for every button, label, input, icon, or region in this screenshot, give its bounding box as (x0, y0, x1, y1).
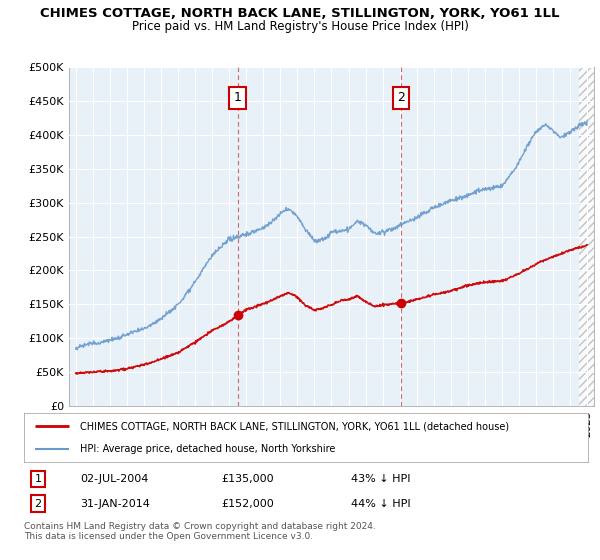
Text: 44% ↓ HPI: 44% ↓ HPI (351, 498, 411, 508)
Text: 2: 2 (397, 91, 405, 104)
Text: HPI: Average price, detached house, North Yorkshire: HPI: Average price, detached house, Nort… (80, 444, 336, 454)
Text: 1: 1 (35, 474, 41, 484)
Text: 2: 2 (35, 498, 41, 508)
Text: CHIMES COTTAGE, NORTH BACK LANE, STILLINGTON, YORK, YO61 1LL: CHIMES COTTAGE, NORTH BACK LANE, STILLIN… (40, 7, 560, 20)
Text: Contains HM Land Registry data © Crown copyright and database right 2024.
This d: Contains HM Land Registry data © Crown c… (24, 522, 376, 542)
Text: £135,000: £135,000 (221, 474, 274, 484)
Text: 31-JAN-2014: 31-JAN-2014 (80, 498, 150, 508)
Text: Price paid vs. HM Land Registry's House Price Index (HPI): Price paid vs. HM Land Registry's House … (131, 20, 469, 32)
Text: CHIMES COTTAGE, NORTH BACK LANE, STILLINGTON, YORK, YO61 1LL (detached house): CHIMES COTTAGE, NORTH BACK LANE, STILLIN… (80, 421, 509, 431)
Text: 1: 1 (234, 91, 242, 104)
Text: £152,000: £152,000 (221, 498, 274, 508)
Text: 43% ↓ HPI: 43% ↓ HPI (351, 474, 410, 484)
Text: 02-JUL-2004: 02-JUL-2004 (80, 474, 149, 484)
